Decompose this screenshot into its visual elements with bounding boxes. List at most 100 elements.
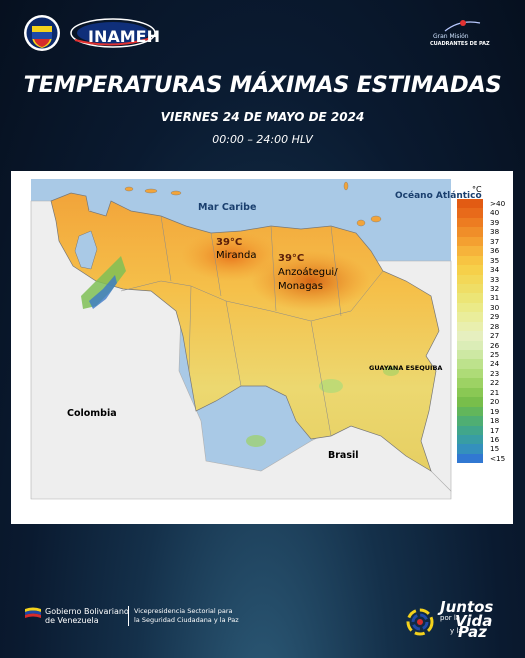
inameh-logo xyxy=(70,18,156,48)
legend-label: 27 xyxy=(490,331,500,341)
legend-item: 33 xyxy=(457,274,510,284)
south-green-3 xyxy=(383,366,399,376)
legend-label: 29 xyxy=(490,312,500,322)
legend-swatch xyxy=(457,283,483,294)
vicepresidencia-line1: Vicepresidencia Sectorial para xyxy=(134,607,233,615)
legend-swatch xyxy=(457,274,483,284)
label-brasil: Brasil xyxy=(328,450,359,461)
hot-zone-center xyxy=(181,231,281,281)
legend-item: 19 xyxy=(457,406,510,417)
legend-label: 32 xyxy=(490,283,500,293)
label-colombia: Colombia xyxy=(67,408,117,419)
label-mar-caribe: Mar Caribe xyxy=(198,202,257,213)
legend-label: 31 xyxy=(490,293,500,303)
label-guayana-esequiba: GUAYANA ESEQUIBA xyxy=(369,364,443,372)
legend-swatch xyxy=(457,321,483,332)
legend-item: 17 xyxy=(457,425,510,435)
legend-item: 28 xyxy=(457,321,510,332)
lake-maracaibo xyxy=(74,230,98,270)
plan-logo-line1: Gran Misión xyxy=(433,33,469,40)
legend-item: >40 xyxy=(457,199,510,209)
legend-label: 35 xyxy=(490,255,500,265)
legend-swatch xyxy=(457,350,483,360)
forecast-time-range: 00:00 – 24:00 HLV xyxy=(212,133,313,146)
legend-swatch xyxy=(457,312,483,322)
legend-label: 25 xyxy=(490,350,500,359)
legend-item: 22 xyxy=(457,378,510,388)
legend-label: 36 xyxy=(490,246,500,256)
south-green-2 xyxy=(319,379,343,393)
cuadrantes-de-paz-logo: Gran Misión CUADRANTES DE PAZ xyxy=(425,17,495,49)
legend-label: 18 xyxy=(490,416,500,426)
caribbean-islands xyxy=(124,181,382,227)
legend-item: 36 xyxy=(457,246,510,256)
legend-unit: °C xyxy=(472,185,482,194)
star-icon xyxy=(444,20,481,32)
paz-text: Paz xyxy=(458,623,487,641)
legend-item: 23 xyxy=(457,368,510,379)
legend-swatch xyxy=(457,340,483,350)
legend-swatch xyxy=(457,444,483,454)
legend-swatch xyxy=(457,453,483,464)
gobierno-line1: Gobierno Bolivariano xyxy=(45,607,129,616)
legend-label: 20 xyxy=(490,397,500,407)
annotation-miranda-state: Miranda xyxy=(216,250,257,261)
state-borders xyxy=(120,215,384,437)
legend-item: 40 xyxy=(457,208,510,218)
andes-green xyxy=(81,256,126,309)
y-la-text: y la xyxy=(450,627,463,635)
hot-zone-east xyxy=(251,251,371,311)
legend-label: 28 xyxy=(490,321,500,331)
legend-label: <15 xyxy=(490,453,506,463)
legend-label: 39 xyxy=(490,217,500,227)
legend-item: 34 xyxy=(457,265,510,275)
header-logos: INAMEH Gran Misión CUADRANTES DE PAZ xyxy=(0,12,525,56)
legend-swatch xyxy=(457,331,483,341)
plan-logo-line2: CUADRANTES DE PAZ xyxy=(430,41,490,47)
legend-item: 16 xyxy=(457,434,510,445)
legend-swatch xyxy=(457,293,483,303)
legend-swatch xyxy=(457,406,483,417)
legend-item: 27 xyxy=(457,331,510,341)
legend-swatch xyxy=(457,217,483,228)
juntos-text: Juntos xyxy=(440,598,494,616)
legend-item: 32 xyxy=(457,283,510,294)
legend-label: 16 xyxy=(490,434,500,444)
legend-swatch xyxy=(457,255,483,266)
legend-item: 38 xyxy=(457,227,510,237)
juntos-por-la-vida-logo-icon xyxy=(406,608,434,636)
gobierno-flag-icon xyxy=(25,607,41,618)
annotation-anzoategui-value: 39°C xyxy=(278,253,305,264)
footer: Gobierno Bolivariano de Venezuela Vicepr… xyxy=(0,590,525,650)
legend-swatch xyxy=(457,246,483,256)
legend-item: 21 xyxy=(457,387,510,398)
legend-item: 15 xyxy=(457,444,510,454)
legend-label: 15 xyxy=(490,444,500,454)
legend-label: 19 xyxy=(490,406,500,416)
legend-item: 31 xyxy=(457,293,510,303)
legend-swatch xyxy=(457,199,483,209)
vida-text: Vida xyxy=(455,612,493,630)
legend-swatch xyxy=(457,302,483,313)
legend-label: 30 xyxy=(490,302,500,312)
legend-label: 24 xyxy=(490,359,500,369)
temperature-map-panel: °C >40 40 39 38 37 36 35 34 33 32 31 30 29 28 27 26 25 24… xyxy=(11,171,513,524)
label-oceano-atlantico: Océano Atlántico xyxy=(395,191,482,201)
venezuela-shield-logo xyxy=(24,15,60,51)
legend-label: 34 xyxy=(490,265,500,275)
legend-item: 18 xyxy=(457,416,510,426)
gobierno-line2: de Venezuela xyxy=(45,616,99,625)
legend-swatch xyxy=(457,227,483,237)
annotation-anzoategui-state: Anzoátegui/ xyxy=(278,267,338,278)
legend-item: 39 xyxy=(457,217,510,228)
andes-blue xyxy=(89,275,117,309)
legend-item: 26 xyxy=(457,340,510,350)
legend-item: 25 xyxy=(457,350,510,360)
forecast-date: VIERNES 24 DE MAYO DE 2024 xyxy=(160,110,365,124)
legend-swatch xyxy=(457,368,483,379)
legend-item: 20 xyxy=(457,397,510,407)
legend-label: 40 xyxy=(490,208,500,218)
vicepresidencia-line2: la Seguridad Ciudadana y la Paz xyxy=(134,616,239,624)
legend-item: 24 xyxy=(457,359,510,369)
legend-label: >40 xyxy=(490,199,506,208)
